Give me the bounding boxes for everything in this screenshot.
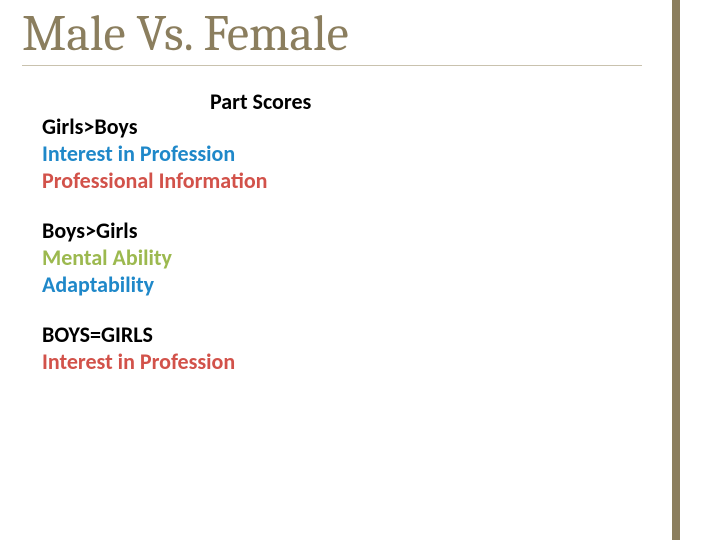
block-girls-gt-boys: Girls>Boys Interest in Profession Profes… [42,114,267,194]
block-heading: Girls>Boys [42,114,267,141]
block-heading: Boys>Girls [42,218,172,245]
block-line: Professional Information [42,168,267,195]
block-line: Adaptability [42,272,172,299]
accent-bar [672,0,680,540]
block-boys-gt-girls: Boys>Girls Mental Ability Adaptability [42,218,172,298]
block-boys-eq-girls: BOYS=GIRLS Interest in Profession [42,322,235,376]
block-line: Interest in Profession [42,141,267,168]
slide-title: Male Vs. Female [22,8,642,66]
block-line: Mental Ability [42,245,172,272]
block-heading: BOYS=GIRLS [42,322,235,349]
subtitle: Part Scores [210,88,311,115]
block-line: Interest in Profession [42,349,235,376]
